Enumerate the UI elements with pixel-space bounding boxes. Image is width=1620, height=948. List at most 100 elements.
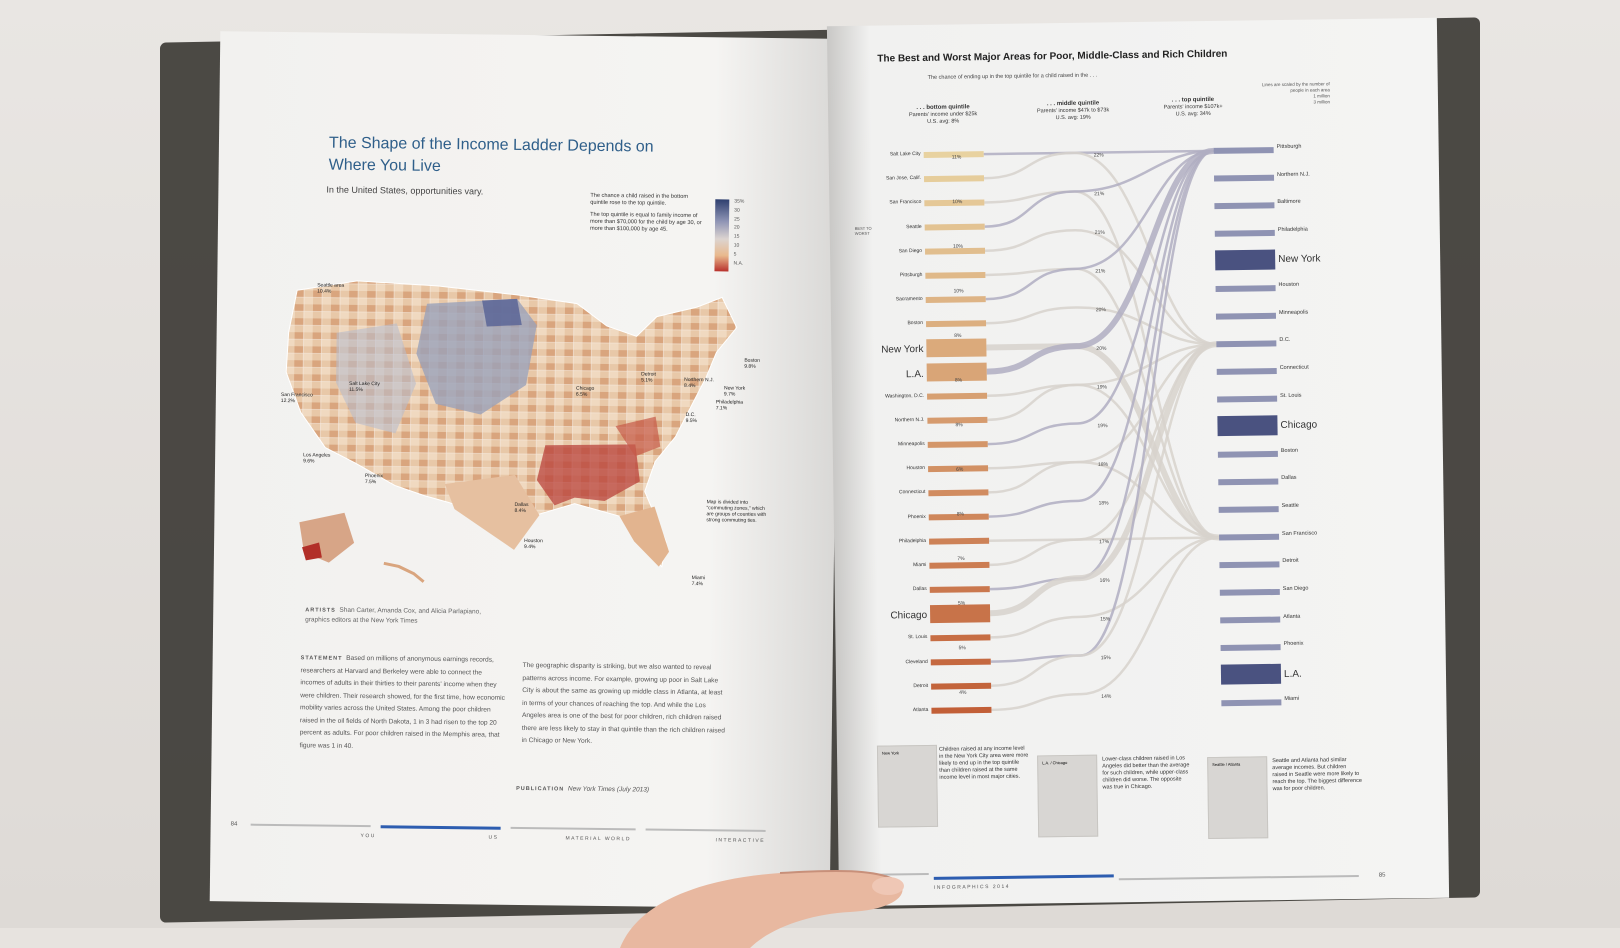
top-quintile-bar <box>1214 174 1275 182</box>
hawaii <box>383 561 425 583</box>
map-label: Los Angeles 9.6% <box>303 452 331 465</box>
legend-tick: 20 <box>733 224 740 231</box>
flow-ribbon <box>986 306 1217 346</box>
left-city-label: Detroit <box>913 682 929 689</box>
bottom-quintile-pct: 5% <box>959 645 967 651</box>
map-label: San Francisco 12.2% <box>280 392 313 405</box>
southeast-region <box>536 444 640 506</box>
top-quintile-bar <box>1215 312 1277 320</box>
right-city-label: Seattle <box>1281 502 1299 510</box>
flow-ribbon <box>987 383 1220 539</box>
left-city-label: Chicago <box>890 610 928 622</box>
right-city-label: Chicago <box>1280 419 1318 432</box>
bottom-quintile-bar <box>924 247 986 255</box>
legend-tick: 25 <box>734 216 740 223</box>
right-city-label: San Diego <box>1282 585 1309 592</box>
left-city-label: Northern N.J. <box>894 416 925 424</box>
left-city-label: Atlanta <box>912 706 929 713</box>
bottom-quintile-pct: 4% <box>959 690 967 696</box>
top-quintile-bar <box>1215 249 1276 271</box>
hand <box>620 869 904 948</box>
legend-text-2: The top quintile is equal to family inco… <box>589 211 702 233</box>
middle-quintile-pct: 21% <box>1095 230 1106 236</box>
right-city-label: L.A. <box>1283 668 1302 680</box>
map-label: Dallas 8.4% <box>514 501 529 515</box>
top-quintile-bar <box>1220 644 1281 652</box>
middle-quintile-pct: 16% <box>1100 578 1111 584</box>
left-city-label: Sacramento <box>895 295 923 303</box>
bottom-quintile-bar <box>930 634 991 642</box>
map-legend-text: The chance a child raised in the bottom … <box>590 193 706 239</box>
top-quintile-bar <box>1218 478 1279 486</box>
top-quintile-bar <box>1217 450 1278 458</box>
bottom-quintile-pct: 8% <box>957 511 965 517</box>
right-city-label: Dallas <box>1281 475 1297 482</box>
right-city-label: D.C. <box>1279 337 1291 344</box>
top-quintile-bar <box>1219 561 1280 569</box>
top-quintile-bar <box>1215 285 1276 292</box>
great-plains-region <box>416 298 537 415</box>
column-header-top: . . . top quintile Parents' income $107k+… <box>1163 96 1223 118</box>
flow-ribbon <box>985 149 1214 301</box>
bottom-quintile-bar <box>931 682 992 690</box>
bottom-quintile-bar <box>927 416 988 424</box>
left-city-label: Connecticut <box>898 489 926 496</box>
top-quintile-bar <box>1221 699 1282 707</box>
top-quintile-bar <box>1219 533 1280 541</box>
left-city-label: Minneapolis <box>898 440 925 448</box>
top-quintile-bar <box>1217 415 1278 437</box>
infographic-title: The Best and Worst Major Areas for Poor,… <box>877 48 1228 65</box>
bottom-quintile-pct: 10% <box>953 244 964 250</box>
map-label: Detroit 5.1% <box>641 371 656 384</box>
bottom-quintile-bar <box>929 604 991 624</box>
flow-ribbon <box>984 151 1217 346</box>
bottom-quintile-bar <box>927 441 988 448</box>
bottom-quintile-bar <box>928 465 989 473</box>
map-label: Boston 9.8% <box>744 357 760 370</box>
bottom-quintile-bar <box>929 561 990 569</box>
right-page: The Best and Worst Major Areas for Poor,… <box>826 17 1450 907</box>
middle-quintile-pct: 20% <box>1096 307 1107 313</box>
map-label: Chicago 6.5% <box>575 385 595 398</box>
top-quintile-bar <box>1218 506 1279 513</box>
artists-credit: ARTISTS Shan Carter, Amanda Cox, and Ali… <box>305 606 482 625</box>
top-quintile-bar <box>1219 588 1280 596</box>
top-quintile-bar <box>1216 368 1277 375</box>
left-city-label: Dallas <box>912 585 927 593</box>
bottom-quintile-bar <box>926 320 987 328</box>
middle-quintile-pct: 19% <box>1097 384 1108 390</box>
infographic-subtitle: The chance of ending up in the top quint… <box>927 72 1098 81</box>
bottom-quintile-pct: 5% <box>958 601 966 607</box>
map-label: Miami 7.4% <box>691 575 706 588</box>
left-city-label: San Diego <box>898 247 923 254</box>
top-quintile-bar <box>1216 340 1277 348</box>
top-quintile-bar <box>1220 616 1281 624</box>
flow-ribbon <box>987 149 1214 446</box>
middle-quintile-pct: 15% <box>1100 616 1111 622</box>
footer-line <box>1118 874 1359 881</box>
left-city-label: Miami <box>913 561 927 568</box>
right-city-label: Phoenix <box>1283 640 1304 648</box>
bottom-quintile-pct: 11% <box>952 154 962 160</box>
bottom-quintile-bar <box>925 296 986 303</box>
footer-tab: YOU <box>360 833 376 840</box>
bottom-quintile-pct: 10% <box>952 199 963 205</box>
middle-quintile-pct: 19% <box>1097 423 1108 429</box>
column-header-bottom: . . . bottom quintile Parents' income und… <box>908 104 978 125</box>
statement-text: STATEMENT Based on millions of anonymous… <box>299 654 506 750</box>
bottom-quintile-pct: 7% <box>957 556 965 562</box>
flow-ribbon <box>990 341 1217 617</box>
bottom-quintile-bar <box>929 586 990 593</box>
middle-quintile-pct: 18% <box>1099 500 1110 506</box>
bottom-quintile-bar <box>924 223 985 231</box>
map-label: New York 9.7% <box>723 385 746 398</box>
right-city-label: Boston <box>1280 447 1299 454</box>
map-label: Phoenix 7.5% <box>364 473 384 486</box>
flow-ribbon <box>991 342 1217 687</box>
west-region <box>336 323 417 434</box>
flow-ribbon <box>985 267 1220 539</box>
left-city-label: Houston <box>906 465 926 472</box>
left-city-label: Pittsburgh <box>899 271 923 279</box>
footer-tab: US <box>488 834 499 841</box>
middle-quintile-pct: 18% <box>1098 462 1109 468</box>
